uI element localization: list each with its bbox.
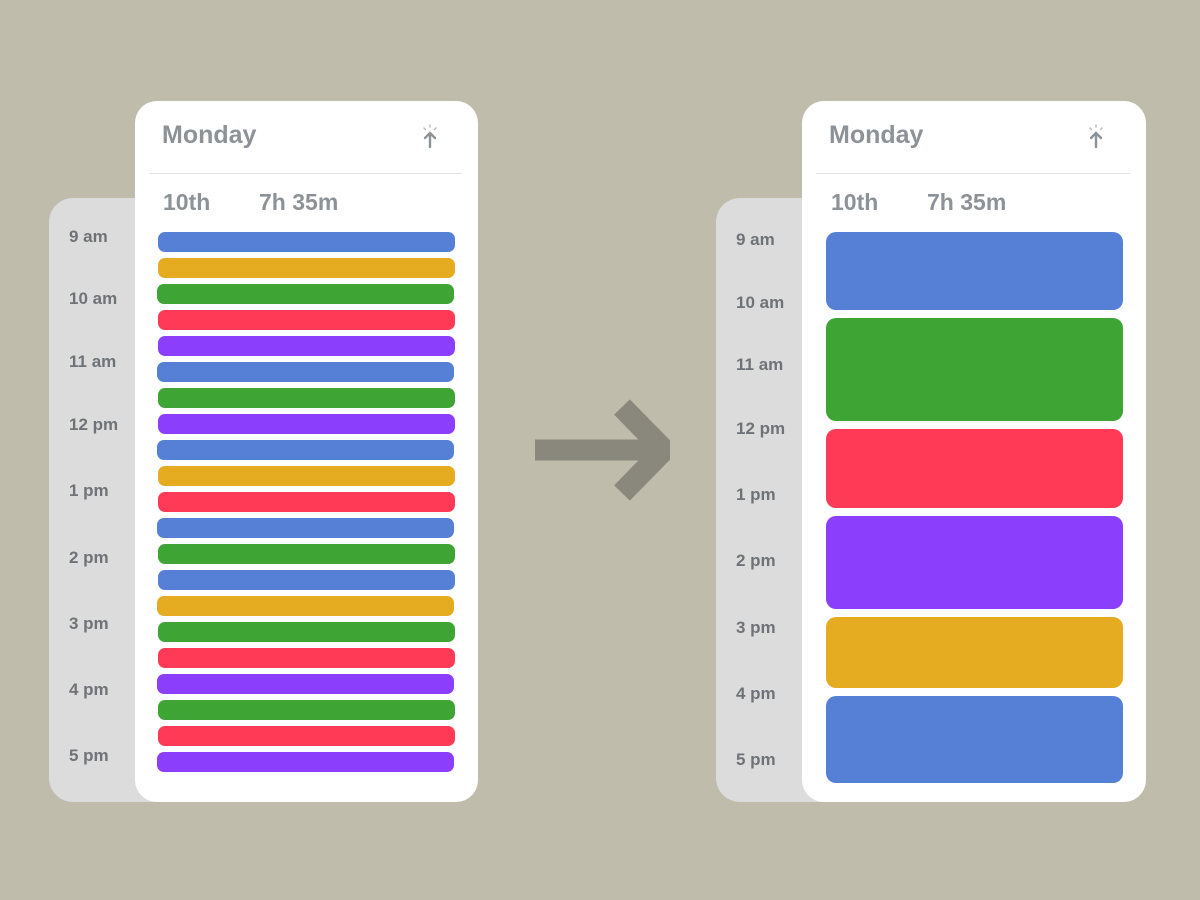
time-label: 12 pm xyxy=(736,419,786,438)
event-block-blue[interactable] xyxy=(157,362,454,382)
event-block-yellow[interactable] xyxy=(826,617,1123,688)
time-label: 9 am xyxy=(736,230,775,249)
time-label: 2 pm xyxy=(69,548,109,567)
time-label: 5 pm xyxy=(69,746,109,765)
event-block-green[interactable] xyxy=(158,622,455,642)
time-label: 10 am xyxy=(736,293,785,312)
time-label: 11 am xyxy=(69,352,117,371)
event-block-yellow[interactable] xyxy=(158,258,455,278)
event-block-yellow[interactable] xyxy=(157,596,454,616)
time-label: 11 am xyxy=(736,355,784,374)
event-block-yellow[interactable] xyxy=(158,466,455,486)
time-label: 2 pm xyxy=(736,551,776,570)
event-block-green[interactable] xyxy=(158,388,455,408)
event-block-red[interactable] xyxy=(158,310,455,330)
event-block-blue[interactable] xyxy=(157,518,454,538)
divider xyxy=(816,173,1130,174)
time-label: 1 pm xyxy=(69,481,109,500)
time-label: 5 pm xyxy=(736,750,776,769)
day-card-before: Monday 10th 7h 35m xyxy=(135,101,478,802)
event-block-red[interactable] xyxy=(158,492,455,512)
event-block-blue[interactable] xyxy=(158,232,455,252)
day-card-after: Monday 10th 7h 35m xyxy=(802,101,1146,802)
event-block-purple[interactable] xyxy=(157,674,454,694)
event-block-purple[interactable] xyxy=(157,752,454,772)
event-block-green[interactable] xyxy=(157,284,454,304)
event-block-blue[interactable] xyxy=(158,570,455,590)
event-block-green[interactable] xyxy=(158,544,455,564)
pin-arrow-up-icon[interactable] xyxy=(1086,123,1106,149)
duration-label: 7h 35m xyxy=(927,189,1007,215)
event-block-red[interactable] xyxy=(826,429,1123,508)
time-label: 4 pm xyxy=(69,680,109,699)
day-title: Monday xyxy=(162,121,257,149)
event-block-red[interactable] xyxy=(158,648,455,668)
time-label: 1 pm xyxy=(736,485,776,504)
date-label: 10th xyxy=(831,189,879,215)
time-label: 4 pm xyxy=(736,684,776,703)
duration-label: 7h 35m xyxy=(259,189,339,215)
time-label: 3 pm xyxy=(69,614,109,633)
arrow-right-icon xyxy=(535,399,670,501)
event-block-purple[interactable] xyxy=(158,414,455,434)
event-block-blue[interactable] xyxy=(826,232,1123,310)
time-label: 3 pm xyxy=(736,618,776,637)
time-label: 9 am xyxy=(69,227,108,246)
event-block-green[interactable] xyxy=(826,318,1123,421)
event-block-purple[interactable] xyxy=(826,516,1123,609)
pin-arrow-up-icon[interactable] xyxy=(420,123,440,149)
event-block-purple[interactable] xyxy=(158,336,455,356)
date-label: 10th xyxy=(163,189,211,215)
event-block-blue[interactable] xyxy=(157,440,454,460)
time-label: 12 pm xyxy=(69,415,119,434)
event-block-blue[interactable] xyxy=(826,696,1123,783)
time-label: 10 am xyxy=(69,289,118,308)
divider xyxy=(149,173,462,174)
event-block-green[interactable] xyxy=(158,700,455,720)
event-block-red[interactable] xyxy=(158,726,455,746)
day-title: Monday xyxy=(829,121,924,149)
